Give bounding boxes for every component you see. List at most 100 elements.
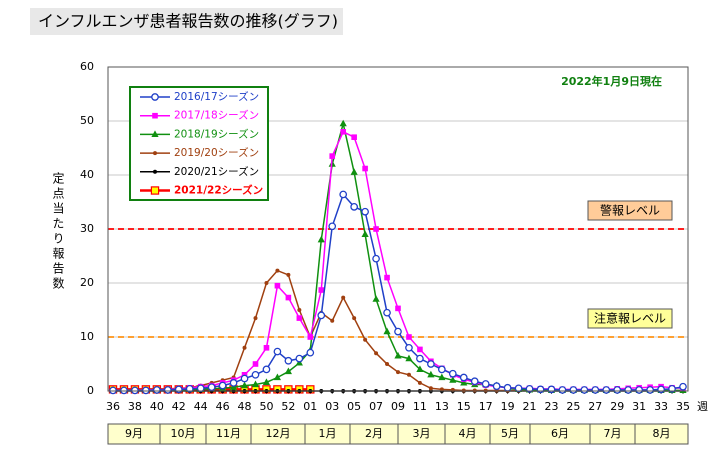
- point: [679, 382, 687, 391]
- legend-marker: [153, 169, 157, 174]
- point: [383, 327, 391, 335]
- x-tick-label: 23: [544, 400, 558, 413]
- point: [405, 354, 413, 362]
- point: [296, 315, 303, 321]
- legend-marker: [152, 112, 158, 119]
- month-label: 9月: [125, 427, 143, 440]
- point: [406, 372, 411, 377]
- point: [580, 386, 589, 394]
- page-title: インフルエンザ患者報告数の推移(グラフ): [38, 12, 338, 31]
- y-axis-label: 定点当たり報告数: [51, 171, 65, 292]
- point: [318, 287, 325, 293]
- point: [481, 380, 490, 388]
- point: [251, 380, 260, 388]
- point: [120, 386, 128, 395]
- point: [264, 281, 269, 285]
- x-tick-label: 35: [676, 400, 690, 413]
- point: [405, 343, 413, 352]
- point: [417, 346, 423, 353]
- plot-frame: [107, 66, 689, 392]
- point: [657, 385, 665, 394]
- point: [317, 311, 326, 320]
- y-tick-label: 50: [80, 114, 94, 127]
- month-label: 5月: [501, 427, 519, 440]
- point: [427, 370, 435, 378]
- point: [396, 370, 400, 375]
- point: [385, 362, 390, 366]
- y-tick-label: 10: [80, 330, 94, 343]
- point: [406, 334, 412, 340]
- point: [416, 365, 424, 372]
- point: [363, 337, 368, 342]
- point: [262, 365, 271, 374]
- x-tick-label: 11: [413, 400, 427, 413]
- point: [361, 230, 369, 237]
- point: [460, 378, 468, 386]
- point: [361, 207, 369, 216]
- title-box: [30, 8, 343, 35]
- x-tick-label: 44: [194, 400, 208, 413]
- point: [330, 318, 335, 323]
- point: [646, 386, 654, 394]
- point: [285, 294, 292, 301]
- reference-label: 注意報レベル: [594, 311, 666, 326]
- point: [383, 308, 391, 317]
- point: [461, 388, 466, 393]
- point: [306, 348, 315, 357]
- point: [275, 268, 280, 273]
- point: [284, 356, 293, 365]
- point: [362, 165, 368, 172]
- legend-label: 2016/17シーズン: [174, 90, 259, 103]
- x-tick-label: 17: [479, 400, 493, 413]
- annotation: 2022年1月9日現在: [561, 74, 662, 88]
- point: [439, 387, 444, 392]
- point: [427, 360, 435, 368]
- point: [284, 367, 292, 375]
- legend-marker: [153, 151, 157, 156]
- point: [438, 373, 446, 381]
- month-label: 12月: [266, 427, 291, 440]
- point: [547, 385, 556, 394]
- month-label: 6月: [551, 427, 569, 440]
- legend-label: 2020/21シーズン: [174, 165, 259, 178]
- point: [448, 369, 457, 378]
- x-tick-label: 01: [303, 400, 317, 413]
- point: [218, 381, 227, 390]
- point: [373, 226, 379, 232]
- x-tick-label: 52: [281, 400, 295, 413]
- month-label: 2月: [365, 427, 383, 440]
- point: [240, 374, 249, 383]
- x-tick-label: 05: [347, 400, 361, 413]
- point: [152, 386, 161, 394]
- point: [131, 386, 139, 395]
- x-tick-label: 09: [391, 400, 405, 413]
- point: [394, 327, 402, 336]
- point: [525, 384, 534, 393]
- point: [483, 388, 488, 393]
- point: [253, 316, 258, 321]
- point: [492, 382, 501, 390]
- month-label: 10月: [171, 427, 196, 440]
- legend-marker: [150, 186, 160, 195]
- point: [185, 384, 194, 393]
- point: [251, 370, 260, 379]
- x-tick-label: 27: [588, 400, 602, 413]
- point: [295, 354, 304, 363]
- point: [142, 386, 150, 395]
- legend-label: 2017/18シーズン: [174, 109, 259, 122]
- point: [274, 282, 281, 289]
- x-tick-label: 40: [150, 400, 164, 413]
- point: [262, 378, 271, 385]
- month-label: 4月: [459, 427, 477, 440]
- legend-label: 2018/19シーズン: [174, 127, 259, 140]
- x-tick-label: 38: [128, 400, 142, 413]
- point: [286, 272, 291, 277]
- point: [416, 354, 424, 363]
- point: [350, 203, 359, 211]
- point: [536, 385, 545, 394]
- reference-label-box: [587, 308, 673, 329]
- x-tick-label: 25: [566, 400, 580, 413]
- month-label: 11月: [216, 427, 241, 440]
